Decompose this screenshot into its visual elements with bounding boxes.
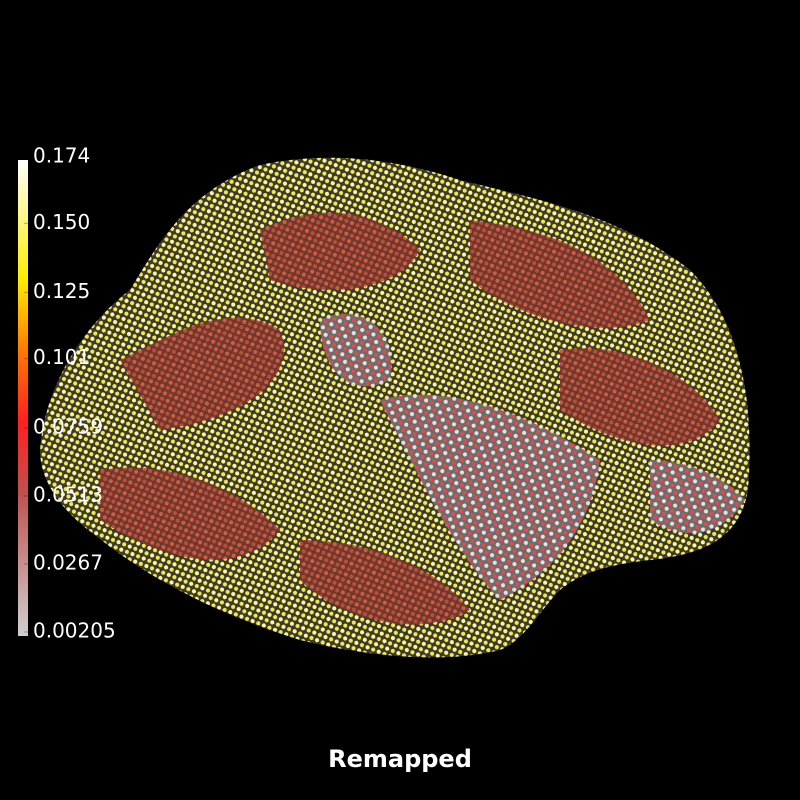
tick-label: 0.125 — [33, 279, 90, 303]
tick-label: 0.00205 — [33, 619, 116, 643]
title: Remapped — [328, 745, 472, 773]
tick-label: 0.101 — [33, 345, 90, 369]
tick-label: 0.174 — [33, 144, 90, 168]
tick-label: 0.0759 — [33, 414, 103, 438]
tick-label: 0.0513 — [33, 482, 103, 506]
tick-label: 0.0267 — [33, 550, 103, 574]
tick-label: 0.150 — [33, 210, 90, 234]
colorbar — [18, 160, 28, 636]
colorbar-ticks: 0.174 0.150 0.125 0.101 0.0759 0.0513 0.0267 0.… — [24, 144, 116, 643]
brain-surface — [40, 157, 750, 658]
